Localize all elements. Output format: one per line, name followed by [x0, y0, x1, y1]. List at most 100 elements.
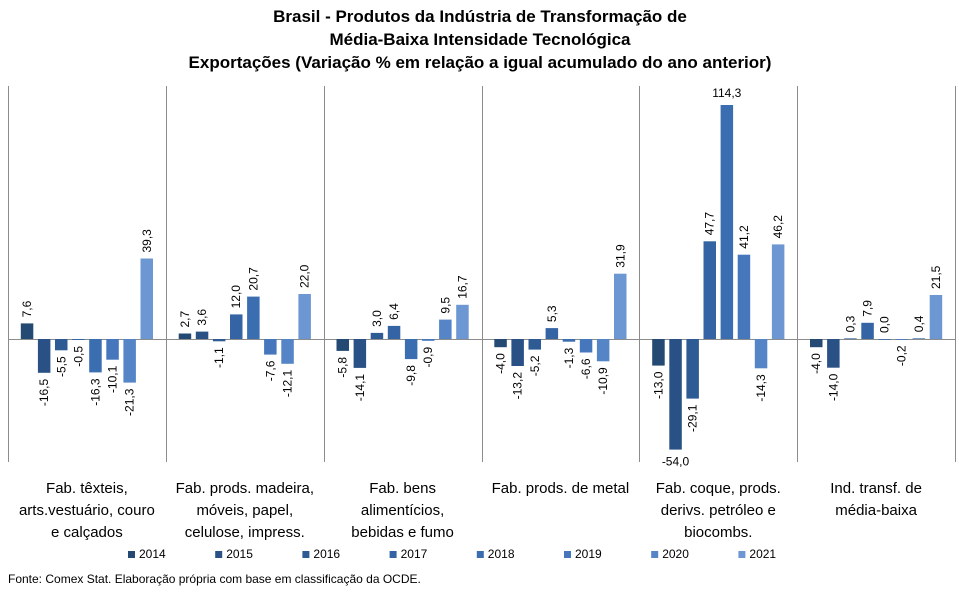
value-label: 2,7 [178, 310, 192, 327]
value-label: -5,8 [336, 357, 350, 378]
value-label: 21,5 [929, 265, 943, 289]
bar [281, 339, 294, 364]
bar [614, 273, 627, 339]
category-separators [8, 86, 956, 462]
value-label: 41,2 [737, 225, 751, 249]
bar [456, 304, 469, 339]
value-label: -12,1 [281, 369, 295, 397]
legend-swatch [215, 551, 223, 558]
value-label: -0,9 [421, 346, 435, 367]
bar [669, 339, 682, 450]
bar [686, 339, 699, 399]
bar [579, 339, 593, 353]
legend-label: 2015 [226, 547, 253, 561]
value-label: -5,5 [54, 356, 68, 377]
value-label: -1,1 [212, 347, 226, 368]
bar [89, 339, 102, 373]
bar [353, 339, 367, 368]
value-label: 16,7 [455, 275, 469, 299]
bar [771, 244, 785, 339]
bar [737, 254, 751, 339]
bar [720, 105, 734, 339]
category-label: Fab. coque, prods. [656, 480, 781, 497]
value-label: -29,1 [686, 404, 700, 432]
bar [912, 338, 926, 339]
bar [545, 328, 559, 339]
value-label: 39,3 [140, 229, 154, 253]
value-label: -0,2 [895, 345, 909, 366]
value-label: -1,3 [562, 347, 576, 368]
category-label: arts.vestuário, couro [19, 502, 155, 519]
legend-swatch [128, 551, 135, 558]
value-label: 6,4 [387, 303, 401, 320]
value-label: -10,9 [596, 367, 610, 395]
value-label: -14,0 [826, 373, 840, 401]
bar [230, 314, 243, 339]
value-label: 7,9 [861, 300, 875, 317]
chart-title: Brasil - Produtos da Indústria de Transf… [189, 7, 772, 72]
bar [212, 339, 226, 342]
category-label: média-baixa [835, 502, 917, 519]
bar [72, 339, 85, 340]
legend-label: 2016 [313, 547, 340, 561]
value-label: -5,2 [528, 355, 542, 376]
value-label: -6,6 [579, 358, 593, 379]
category-label: Fab. bens [369, 480, 436, 497]
legend-swatch [476, 551, 484, 558]
bar [511, 339, 524, 366]
bar [298, 294, 311, 339]
value-label: -16,5 [37, 378, 51, 406]
bar [827, 339, 840, 368]
value-label: -9,8 [404, 365, 418, 386]
bar [123, 339, 136, 383]
category-label: bebidas e fumo [351, 524, 454, 541]
value-label: -7,6 [263, 360, 277, 381]
category-label: Fab. têxteis, [46, 480, 128, 497]
value-label: 12,0 [229, 285, 243, 309]
value-label: -16,3 [89, 378, 103, 406]
bar [754, 339, 768, 369]
bar [404, 339, 418, 360]
value-label: 7,6 [20, 300, 34, 317]
legend-swatch [389, 551, 397, 558]
bar [20, 323, 34, 339]
chart-title-line: Brasil - Produtos da Indústria de Transf… [273, 7, 687, 26]
legend-label: 2021 [749, 547, 776, 561]
category-label: Ind. transf. de [830, 480, 922, 497]
bar [264, 339, 277, 355]
legend-label: 2017 [401, 547, 428, 561]
source-note: Fonte: Comex Stat. Elaboração própria co… [8, 572, 421, 586]
value-label: -21,3 [123, 388, 137, 416]
legend-swatch [564, 551, 571, 558]
chart-title-line: Média-Baixa Intensidade Tecnológica [329, 30, 631, 49]
value-label: -4,0 [494, 353, 508, 374]
legend-swatch [651, 551, 659, 558]
value-label: -4,0 [809, 353, 823, 374]
legend-label: 2018 [488, 547, 515, 561]
bar [844, 338, 857, 340]
value-label: -14,3 [754, 374, 768, 402]
value-label: -0,5 [71, 346, 85, 367]
bar [387, 325, 401, 339]
value-label: -13,0 [651, 371, 665, 399]
category-labels: Fab. têxteis, arts.vestuário, couro e calç… [19, 480, 922, 541]
bar [140, 258, 153, 339]
bar [861, 322, 874, 339]
category-label: celulose, impress. [185, 524, 305, 541]
legend-label: 2020 [662, 547, 689, 561]
bar [895, 339, 908, 340]
bar [370, 332, 384, 339]
bar [929, 295, 943, 339]
value-label: 3,0 [370, 310, 384, 327]
bar [494, 339, 507, 348]
value-label: 0,0 [878, 316, 892, 333]
value-label: 31,9 [613, 244, 627, 268]
category-label: Fab. prods. de metal [492, 480, 630, 497]
bar [652, 339, 665, 366]
value-label: 3,6 [195, 309, 209, 326]
category-label: derivs. petróleo e [661, 502, 776, 519]
value-label: 46,2 [771, 215, 785, 239]
bar [422, 339, 435, 341]
bar [195, 331, 209, 339]
